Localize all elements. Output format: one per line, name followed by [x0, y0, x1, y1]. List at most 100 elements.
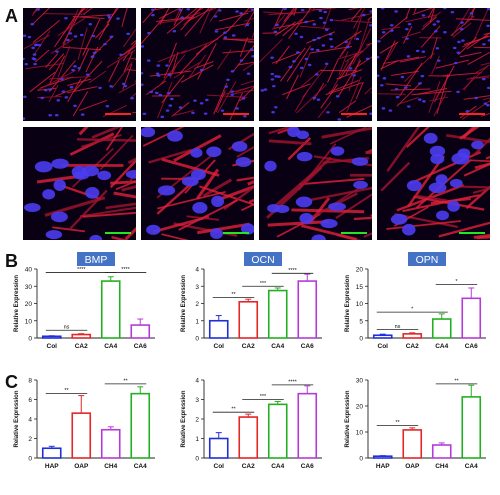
x-tick-label: CA4 — [465, 463, 478, 470]
actin-fiber — [218, 12, 249, 22]
x-tick-label: Col — [378, 343, 389, 350]
cell-nucleus — [270, 78, 275, 81]
cell-nucleus — [323, 10, 328, 14]
cell-nucleus — [407, 105, 411, 108]
cell-nucleus — [165, 64, 169, 67]
actin-fiber — [79, 99, 108, 111]
cell-nucleus — [213, 15, 218, 18]
actin-fiber — [105, 202, 136, 210]
actin-fiber — [161, 233, 190, 240]
actin-fiber — [459, 127, 480, 140]
cell-nucleus — [180, 16, 184, 19]
actin-fiber — [328, 79, 359, 94]
y-tick-label: 1 — [195, 318, 199, 325]
cell-nucleus — [432, 23, 437, 26]
cell-nucleus — [211, 195, 225, 208]
cell-nucleus — [299, 35, 304, 39]
cell-nucleus — [81, 165, 99, 177]
actin-fiber — [208, 8, 217, 12]
actin-fiber — [299, 52, 311, 78]
actin-fiber — [156, 81, 173, 119]
actin-fiber — [363, 232, 372, 238]
cell-nucleus — [125, 169, 136, 179]
cell-nucleus — [322, 21, 327, 24]
actin-fiber — [398, 62, 423, 97]
cell-nucleus — [203, 112, 208, 115]
cell-nucleus — [33, 43, 38, 47]
actin-fiber — [127, 157, 136, 165]
actin-fiber — [386, 127, 421, 172]
actin-fiber — [217, 49, 232, 70]
actin-fiber — [145, 80, 167, 96]
actin-fiber — [441, 72, 482, 77]
cell-nucleus — [53, 179, 66, 192]
actin-fiber — [386, 42, 398, 61]
cell-nucleus — [92, 51, 97, 54]
cell-nucleus — [422, 100, 426, 103]
x-tick-label: HAP — [45, 463, 59, 470]
actin-fiber — [157, 49, 187, 63]
cell-nucleus — [156, 64, 161, 67]
cell-nucleus — [158, 93, 163, 97]
significance-label: ns — [64, 325, 70, 331]
y-tick-label: 2 — [28, 436, 32, 443]
actin-fiber — [350, 8, 363, 21]
cell-nucleus — [85, 186, 100, 199]
panel-label-c: C — [5, 372, 18, 392]
cell-nucleus — [316, 48, 320, 52]
actin-fiber — [67, 86, 98, 94]
x-tick-label: CA2 — [242, 343, 255, 350]
y-tick-label: 6 — [28, 397, 32, 404]
micrograph-tile — [23, 127, 136, 240]
cell-nucleus — [71, 68, 75, 72]
cell-nucleus — [109, 85, 113, 88]
actin-fiber — [365, 150, 372, 155]
actin-fiber — [339, 42, 351, 58]
cell-nucleus — [346, 45, 350, 49]
actin-fiber — [296, 84, 327, 114]
x-tick-label: Col — [214, 463, 225, 470]
micrograph-tile — [141, 127, 254, 240]
bar — [372, 334, 393, 339]
y-tick-label: 3 — [195, 284, 199, 291]
cell-nucleus — [394, 10, 398, 13]
cell-nucleus — [250, 8, 254, 11]
actin-fiber — [45, 53, 59, 68]
actin-fiber — [300, 25, 331, 30]
cell-nucleus — [395, 95, 400, 99]
bar — [130, 392, 151, 459]
y-tick-label: 30 — [356, 378, 364, 385]
cell-nucleus — [270, 72, 275, 76]
cell-nucleus — [217, 9, 222, 12]
actin-fiber — [405, 127, 430, 149]
cell-nucleus — [190, 169, 206, 181]
actin-fiber — [274, 8, 284, 27]
actin-fiber — [48, 85, 59, 103]
bar — [431, 318, 452, 339]
cell-nucleus — [436, 59, 441, 62]
cell-nucleus — [443, 31, 447, 34]
cell-nucleus — [447, 200, 460, 212]
micrograph-image — [24, 127, 136, 240]
actin-fiber — [334, 185, 362, 205]
chart-title-box — [408, 252, 446, 266]
cell-nucleus — [326, 111, 330, 114]
actin-fiber — [308, 186, 372, 202]
actin-fiber — [345, 52, 358, 76]
cell-nucleus — [328, 33, 333, 36]
actin-fiber — [427, 8, 435, 19]
actin-fiber — [334, 30, 362, 49]
significance-label: ** — [454, 378, 459, 384]
actin-fiber — [88, 70, 107, 84]
cell-nucleus — [214, 30, 219, 33]
cell-nucleus — [90, 55, 95, 58]
chart-title: OCN — [251, 254, 274, 266]
actin-fiber — [180, 64, 214, 83]
actin-fiber — [127, 57, 136, 60]
cell-nucleus — [206, 146, 222, 158]
y-tick-label: 0 — [195, 456, 199, 463]
cell-nucleus — [89, 234, 103, 240]
actin-fiber — [352, 28, 372, 65]
actin-fiber — [118, 82, 136, 94]
cell-nucleus — [249, 48, 254, 51]
